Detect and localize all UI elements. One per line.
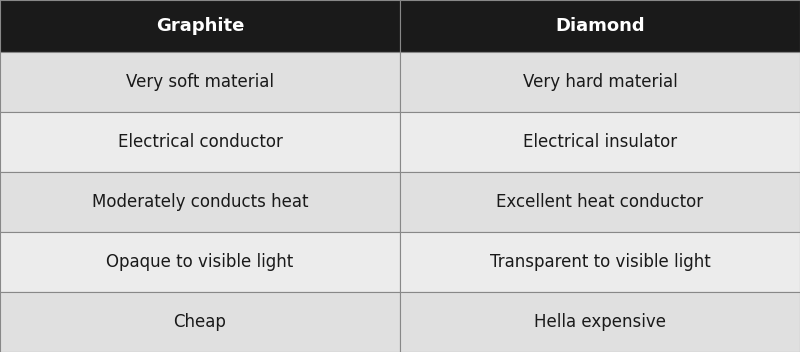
Text: Transparent to visible light: Transparent to visible light [490,253,710,271]
Text: Cheap: Cheap [174,313,226,331]
Text: Graphite: Graphite [156,17,244,35]
Bar [400,232,800,292]
Bar [400,112,800,172]
Bar [400,292,800,352]
Text: Very hard material: Very hard material [522,73,678,91]
Text: Electrical conductor: Electrical conductor [118,133,282,151]
Bar [400,172,800,232]
Bar [0,292,400,352]
Bar [0,112,400,172]
Bar [0,0,400,52]
Text: Very soft material: Very soft material [126,73,274,91]
Bar [400,0,800,52]
Bar [0,172,400,232]
Text: Diamond: Diamond [555,17,645,35]
Text: Hella expensive: Hella expensive [534,313,666,331]
Bar [400,52,800,112]
Text: Opaque to visible light: Opaque to visible light [106,253,294,271]
Bar [0,52,400,112]
Bar [0,232,400,292]
Text: Moderately conducts heat: Moderately conducts heat [92,193,308,211]
Text: Electrical insulator: Electrical insulator [523,133,677,151]
Text: Excellent heat conductor: Excellent heat conductor [497,193,703,211]
